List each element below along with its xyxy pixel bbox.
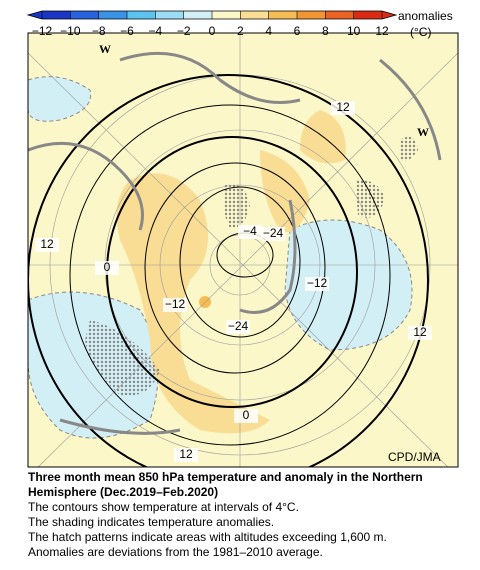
- colorbar-tick-label: 6: [294, 24, 301, 38]
- colorbar-tick-label: 10: [347, 24, 361, 38]
- colorbar: −12 −10 −8 −6 −4 −2 0 2 4 6 8 10 12: [26, 10, 398, 38]
- cold-anomaly: [28, 291, 159, 439]
- colorbar-segment: [268, 11, 298, 19]
- colorbar-tick-label: 0: [209, 24, 216, 38]
- colorbar-segment: [353, 11, 383, 19]
- colorbar-tick-label: −10: [60, 24, 81, 38]
- high-altitude: [223, 184, 250, 229]
- warm-anomaly: [199, 296, 211, 308]
- contour-label-bg: [234, 409, 258, 423]
- contours: [28, 74, 429, 467]
- contour-label: −24: [228, 319, 249, 333]
- colorbar-segment: [240, 11, 269, 19]
- colorbar-segment: [98, 11, 128, 19]
- contour-label-bg: [305, 277, 329, 291]
- figure: −12 −10 −8 −6 −4 −2 0 2 4 6 8 10 12 anomalies (°C) C…: [26, 9, 459, 468]
- contour-label: 0: [243, 408, 250, 422]
- high-altitude: [400, 136, 418, 162]
- caption-line: The hatch patterns indicate areas with a…: [28, 530, 387, 544]
- colorbar-tick-label: 4: [265, 24, 272, 38]
- contour-label-bg: [261, 227, 285, 241]
- contour-label-bg: [95, 261, 119, 275]
- contour-label: −4: [243, 224, 257, 238]
- colorbar-segment: [212, 11, 241, 19]
- colorbar-tick-label: −2: [177, 24, 191, 38]
- colorbar-tick-label: 8: [322, 24, 329, 38]
- colorbar-label: anomalies: [398, 9, 453, 23]
- colorbar-arrow: [28, 11, 42, 19]
- wave-label: W: [417, 125, 429, 139]
- contour-label-bg: [226, 320, 250, 334]
- high-altitude: [85, 320, 160, 396]
- caption: Three month mean 850 hPa temperature and…: [28, 470, 473, 560]
- coastlines: [28, 51, 442, 435]
- contour-label: 12: [40, 237, 54, 251]
- contour-label-bg: [35, 238, 59, 252]
- colorbar-unit: (°C): [410, 25, 431, 39]
- cold-anomaly: [284, 219, 413, 351]
- colorbar-tick-label: −8: [92, 24, 106, 38]
- colorbar-segment: [70, 11, 99, 19]
- contour-label: −24: [263, 226, 284, 240]
- credit: CPD/JMA: [388, 450, 441, 464]
- contour-label-bg: [408, 326, 432, 340]
- colorbar-tick-label: −4: [148, 24, 162, 38]
- contour-label: 12: [179, 447, 193, 461]
- caption-line: The shading indicates temperature anomal…: [28, 515, 275, 529]
- contour-label: −12: [307, 276, 328, 290]
- contour-label: −12: [165, 297, 186, 311]
- contour-label: 12: [413, 325, 427, 339]
- contour-label-bg: [163, 298, 187, 312]
- caption-line: Anomalies are deviations from the 1981–2…: [28, 545, 323, 559]
- colorbar-segment: [127, 11, 156, 19]
- contour-label-bg: [331, 101, 355, 115]
- colorbar-segment: [297, 11, 326, 19]
- contour-label-bg: [238, 225, 262, 239]
- colorbar-arrow: [382, 11, 396, 19]
- colorbar-segment: [325, 11, 354, 19]
- contour-label: 12: [336, 100, 350, 114]
- contour-label: 0: [104, 260, 111, 274]
- caption-title: Three month mean 850 hPa temperature and…: [28, 470, 423, 499]
- map: [28, 33, 458, 467]
- colorbar-tick-label: −6: [120, 24, 134, 38]
- colorbar-segment: [183, 11, 213, 19]
- colorbar-tick-label: −12: [32, 24, 53, 38]
- contour-label-bg: [174, 448, 198, 462]
- colorbar-segment: [42, 11, 71, 19]
- caption-line: The contours show temperature at interva…: [28, 500, 299, 514]
- colorbar-segment: [155, 11, 184, 19]
- cold-anomaly: [28, 76, 92, 122]
- wave-label: W: [99, 42, 111, 56]
- colorbar-tick-label: 2: [237, 24, 244, 38]
- colorbar-tick-label: 12: [375, 24, 389, 38]
- map-frame: [27, 32, 459, 468]
